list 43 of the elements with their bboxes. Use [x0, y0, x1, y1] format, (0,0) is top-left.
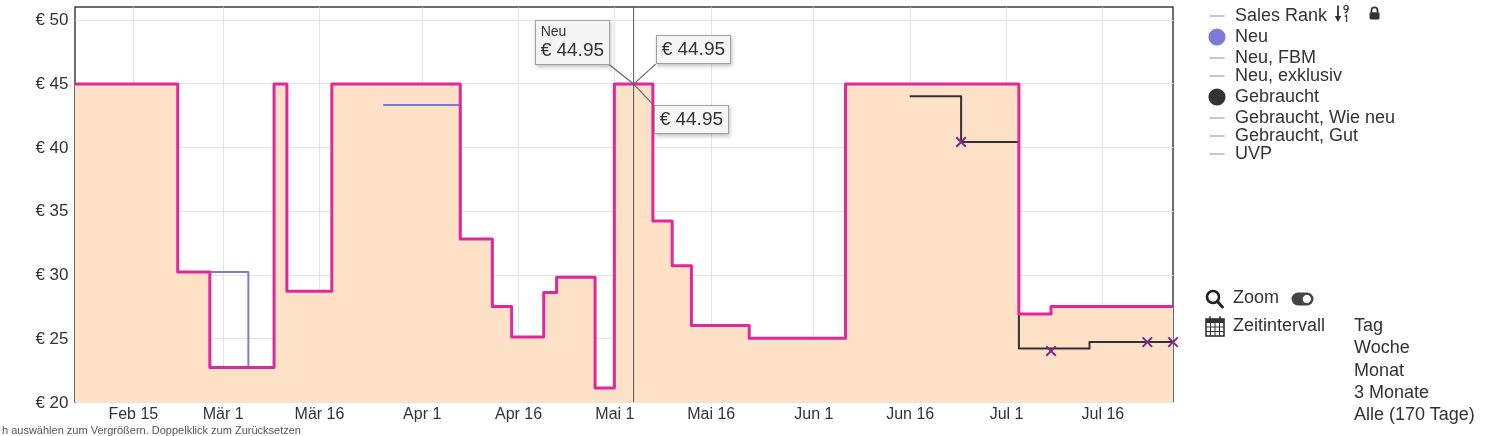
- legend-label: Neu, exklusiv: [1235, 65, 1343, 85]
- legend-label: Neu, FBM: [1235, 47, 1317, 67]
- legend-label: Gebraucht, Wie neu: [1235, 107, 1396, 127]
- point: [1141, 336, 1154, 348]
- tooltip-box: Neu € 44.95: [534, 20, 611, 66]
- point: [1167, 336, 1179, 348]
- tooltip-box: € 44.95: [653, 105, 730, 135]
- point: [955, 136, 967, 148]
- legend-label: Gebraucht, Gut: [1235, 125, 1359, 145]
- y-tick-label: € 40: [35, 137, 69, 157]
- text: Alle (170 Tage): [1354, 404, 1475, 425]
- text: 3 Monate: [1354, 381, 1430, 403]
- x-tick-label: Mai 16: [687, 404, 736, 422]
- annotation: Neu € 44.95: [540, 23, 605, 62]
- legend-label: Sales Rank: [1235, 5, 1329, 25]
- y-tick-label: € 35: [35, 201, 69, 221]
- tooltip-box: € 44.95: [655, 35, 732, 65]
- legend-label: Gebraucht: [1235, 86, 1320, 106]
- legend-label: UVP: [1235, 143, 1273, 163]
- x-tick-label: Apr 16: [494, 404, 543, 422]
- text: Tag: [1354, 315, 1384, 336]
- text: Monat: [1354, 359, 1405, 381]
- text: Zoom: [1233, 287, 1280, 308]
- x-tick-label: Mai 1: [595, 404, 635, 422]
- x-tick-label: Jul 16: [1081, 404, 1125, 422]
- y-tick-label: € 45: [35, 73, 69, 93]
- annotation: € 44.95: [659, 108, 724, 131]
- y-tick-label: € 50: [35, 10, 69, 30]
- x-tick-label: Feb 15: [108, 404, 159, 422]
- x-tick-label: Mär 1: [202, 404, 244, 422]
- x-tick-label: Mär 16: [294, 404, 345, 422]
- x-tick-label: Jun 16: [886, 404, 935, 422]
- text: Woche: [1354, 337, 1410, 359]
- y-tick-label: € 20: [35, 392, 69, 412]
- y-tick-label: € 25: [35, 328, 69, 348]
- x-tick-label: Apr 1: [403, 404, 442, 422]
- y-tick-label: € 30: [35, 265, 69, 285]
- point: [1045, 345, 1057, 357]
- text: Zeitintervall: [1233, 315, 1326, 336]
- x-tick-label: Jul 1: [989, 404, 1024, 422]
- text: h auswählen zum Vergrößern. Doppelklick zum Zurücksetzen: [2, 424, 301, 436]
- annotation: € 44.95: [661, 38, 726, 61]
- x-tick-label: Jun 1: [794, 404, 834, 422]
